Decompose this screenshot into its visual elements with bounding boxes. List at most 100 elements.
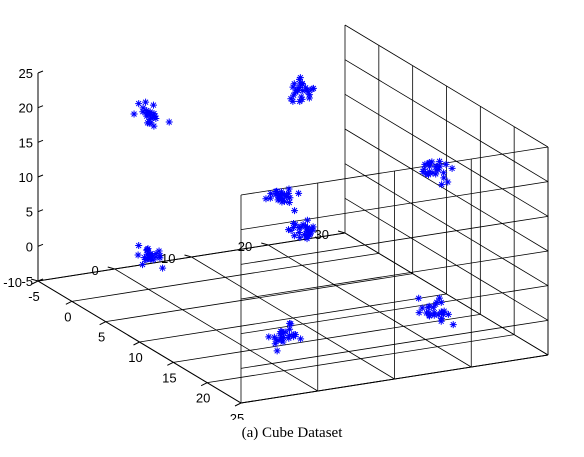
data-point-cluster-3 <box>302 222 310 230</box>
data-point-cluster-6 <box>295 189 303 197</box>
data-point-cluster-8 <box>440 169 448 177</box>
x-tick <box>167 361 174 366</box>
data-point-cluster-7 <box>290 80 298 88</box>
grid-line-back-z <box>344 197 549 321</box>
data-point-cluster-2 <box>285 331 293 339</box>
data-point-cluster-6 <box>285 199 293 207</box>
data-point-cluster-6 <box>284 189 292 197</box>
data-point-cluster-5 <box>143 107 151 115</box>
data-point-cluster-6 <box>266 194 274 202</box>
data-point-cluster-8 <box>442 160 450 168</box>
data-point-cluster-7 <box>296 84 304 92</box>
data-point-cluster-7 <box>309 84 317 92</box>
data-point-cluster-8 <box>429 169 437 177</box>
data-point-cluster-5 <box>146 109 154 117</box>
grid-line-right-z <box>240 146 549 196</box>
data-point-cluster-4 <box>437 308 445 316</box>
z-tick <box>37 105 44 109</box>
data-point-cluster-6 <box>274 196 282 204</box>
data-point-cluster-5 <box>139 104 147 112</box>
x-tick-label: 20 <box>196 391 210 406</box>
data-point-cluster-3 <box>291 220 299 228</box>
data-point-cluster-3 <box>284 226 292 234</box>
data-point-cluster-4 <box>435 294 443 302</box>
data-point-cluster-5 <box>135 100 143 108</box>
data-point-cluster-8 <box>432 170 440 178</box>
data-point-cluster-2 <box>271 340 279 348</box>
data-point-cluster-6 <box>286 194 294 202</box>
data-point-cluster-8 <box>436 157 444 165</box>
grid-line-floor-y <box>191 256 395 380</box>
y-tick-label: -10 <box>3 275 22 290</box>
data-point-cluster-6 <box>278 188 286 196</box>
data-point-cluster-1 <box>152 253 160 261</box>
z-tick <box>37 70 44 74</box>
data-point-cluster-1 <box>155 247 163 255</box>
data-point-cluster-7 <box>298 80 306 88</box>
data-point-cluster-8 <box>419 168 427 176</box>
data-point-cluster-4 <box>418 304 426 312</box>
data-point-cluster-3 <box>296 223 304 231</box>
z-tick <box>37 139 44 143</box>
data-point-cluster-6 <box>283 192 291 200</box>
data-point-cluster-5 <box>139 108 147 116</box>
y-tick <box>261 242 269 246</box>
data-point-cluster-2 <box>272 336 280 344</box>
z-tick-label: 25 <box>19 66 33 81</box>
grid-line-back-z <box>344 163 549 287</box>
data-point-cluster-7 <box>302 84 310 92</box>
tick-labels: -5 0 5 10 15 20 25 -10 0 10 20 30 -5 0 5 10 15 20 25 <box>3 66 329 420</box>
data-point-cluster-6 <box>278 198 286 206</box>
z-tick-label: 15 <box>19 135 33 150</box>
grid-line-right-z <box>240 250 549 300</box>
data-point-cluster-8 <box>440 174 448 182</box>
y-tick-label: 0 <box>92 263 99 278</box>
data-point-cluster-5 <box>150 122 158 130</box>
data-point-cluster-1 <box>143 246 151 254</box>
data-point-cluster-2 <box>277 336 285 344</box>
data-point-cluster-1 <box>141 255 149 263</box>
data-point-cluster-1 <box>139 261 147 269</box>
grid-line-back-z <box>344 128 549 252</box>
data-point-cluster-1 <box>156 254 164 262</box>
data-point-cluster-3 <box>295 229 303 237</box>
y-tick-label: 20 <box>238 239 252 254</box>
data-point-cluster-7 <box>297 93 305 101</box>
data-point-cluster-3 <box>303 216 311 224</box>
data-point-cluster-5 <box>165 118 173 126</box>
data-point-cluster-6 <box>272 191 280 199</box>
data-point-cluster-4 <box>433 298 441 306</box>
data-point-cluster-4 <box>422 309 430 317</box>
data-point-cluster-7 <box>305 91 313 99</box>
y-tick <box>184 254 192 258</box>
z-tick <box>37 278 44 282</box>
data-points <box>130 74 457 355</box>
data-point-cluster-7 <box>295 75 303 83</box>
data-point-cluster-4 <box>415 309 423 317</box>
data-point-cluster-8 <box>426 162 434 170</box>
data-point-cluster-4 <box>434 311 442 319</box>
y-tick <box>337 230 346 234</box>
data-point-cluster-8 <box>448 164 456 172</box>
data-point-cluster-3 <box>296 234 304 242</box>
data-point-cluster-1 <box>152 250 160 257</box>
data-point-cluster-3 <box>309 223 317 231</box>
data-point-cluster-8 <box>444 178 452 186</box>
y-tick-label: 30 <box>315 227 329 242</box>
data-point-cluster-1 <box>135 242 143 250</box>
data-point-cluster-5 <box>149 101 157 109</box>
grid-line-back-z <box>344 59 549 183</box>
data-point-cluster-2 <box>265 333 273 341</box>
data-point-cluster-8 <box>421 160 429 168</box>
data-point-cluster-3 <box>303 232 311 240</box>
x-tick-label: -5 <box>28 289 40 304</box>
data-point-cluster-8 <box>420 165 428 173</box>
data-point-cluster-4 <box>449 321 457 329</box>
x-tick <box>65 300 73 305</box>
data-point-cluster-1 <box>149 256 157 264</box>
data-point-cluster-6 <box>267 190 275 198</box>
data-point-cluster-7 <box>289 83 297 91</box>
data-point-cluster-7 <box>290 91 298 99</box>
z-tick-label: 10 <box>19 170 33 185</box>
grid-line-back-z <box>344 24 549 148</box>
